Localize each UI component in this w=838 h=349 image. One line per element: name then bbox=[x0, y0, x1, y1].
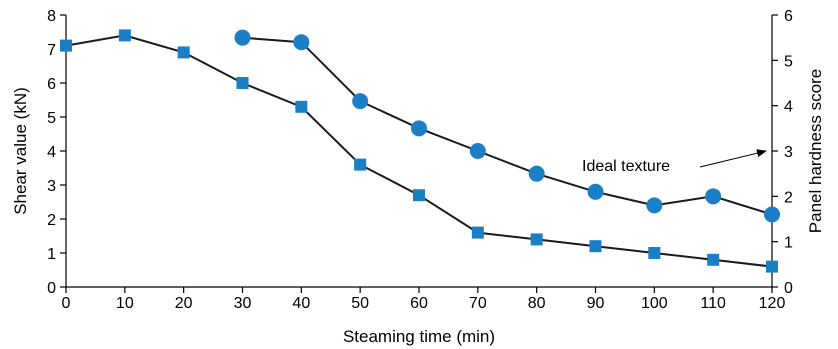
left-y-tick-label: 1 bbox=[47, 246, 56, 263]
x-tick-label: 70 bbox=[469, 295, 487, 312]
x-tick-label: 20 bbox=[175, 295, 193, 312]
right-y-tick-label: 5 bbox=[784, 53, 793, 70]
hardness-point bbox=[234, 29, 251, 46]
x-tick-label: 110 bbox=[700, 295, 726, 312]
x-tick-label: 50 bbox=[351, 295, 369, 312]
annotation-arrow bbox=[699, 149, 767, 168]
ideal-texture-annotation: Ideal texture bbox=[582, 158, 670, 175]
hardness-point bbox=[469, 143, 486, 159]
hardness-point bbox=[705, 188, 722, 205]
right-y-tick-label: 1 bbox=[784, 235, 793, 252]
hardness-point bbox=[411, 120, 427, 137]
hardness-point bbox=[587, 183, 604, 200]
right-y-tick-label: 4 bbox=[784, 99, 793, 116]
x-tick-label: 10 bbox=[116, 295, 134, 312]
hardness-series-line bbox=[242, 36, 773, 216]
right-y-tick-label: 3 bbox=[784, 144, 793, 161]
left-y-tick-label: 4 bbox=[47, 144, 56, 161]
shear-point bbox=[354, 158, 367, 171]
x-tick-label: 30 bbox=[234, 295, 252, 312]
hardness-point bbox=[352, 93, 369, 110]
left-y-tick-label: 0 bbox=[47, 280, 56, 297]
shear-point bbox=[530, 233, 543, 246]
shear-point bbox=[177, 46, 190, 59]
hardness-point bbox=[764, 206, 780, 223]
x-tick-label: 80 bbox=[528, 295, 546, 312]
x-tick-label: 60 bbox=[410, 295, 428, 312]
x-tick-label: 0 bbox=[62, 295, 71, 312]
x-tick-label: 120 bbox=[759, 295, 786, 312]
x-tick-label: 40 bbox=[292, 295, 310, 312]
shear-point bbox=[766, 260, 778, 273]
left-y-tick-label: 2 bbox=[47, 212, 56, 229]
left-y-tick-label: 8 bbox=[47, 8, 56, 25]
shear-point bbox=[648, 247, 661, 259]
shear-point bbox=[295, 100, 308, 113]
shear-point bbox=[707, 253, 720, 266]
right-y-tick-label: 2 bbox=[784, 189, 793, 206]
x-axis-title: Steaming time (min) bbox=[343, 327, 495, 346]
left-y-tick-label: 7 bbox=[47, 42, 56, 59]
shear-series-line bbox=[65, 34, 773, 268]
left-y-tick-label: 3 bbox=[47, 178, 56, 195]
shear-point bbox=[589, 240, 602, 253]
x-tick-label: 90 bbox=[587, 295, 605, 312]
right-y-axis-title: Panel hardness score bbox=[806, 69, 825, 233]
shear-point bbox=[236, 77, 249, 89]
shear-point bbox=[118, 29, 131, 42]
axes: 0 10 20 30 40 50 60 70 80 90 100 110 120012345678012… bbox=[47, 8, 793, 312]
right-y-tick-label: 6 bbox=[784, 8, 793, 25]
hardness-point bbox=[528, 165, 545, 182]
hardness-point bbox=[293, 34, 310, 51]
shear-point bbox=[60, 39, 72, 52]
x-tick-label: 100 bbox=[641, 295, 668, 312]
annotation-layer: Ideal texture bbox=[582, 149, 767, 175]
shear-point bbox=[471, 226, 484, 239]
left-y-tick-label: 6 bbox=[47, 76, 56, 93]
left-y-axis-title: Shear value (kN) bbox=[11, 87, 30, 215]
hardness-point bbox=[646, 197, 663, 214]
shear-point bbox=[413, 189, 425, 202]
left-y-tick-label: 5 bbox=[47, 110, 56, 127]
right-y-tick-label: 0 bbox=[784, 280, 793, 297]
series-layer bbox=[60, 29, 780, 273]
